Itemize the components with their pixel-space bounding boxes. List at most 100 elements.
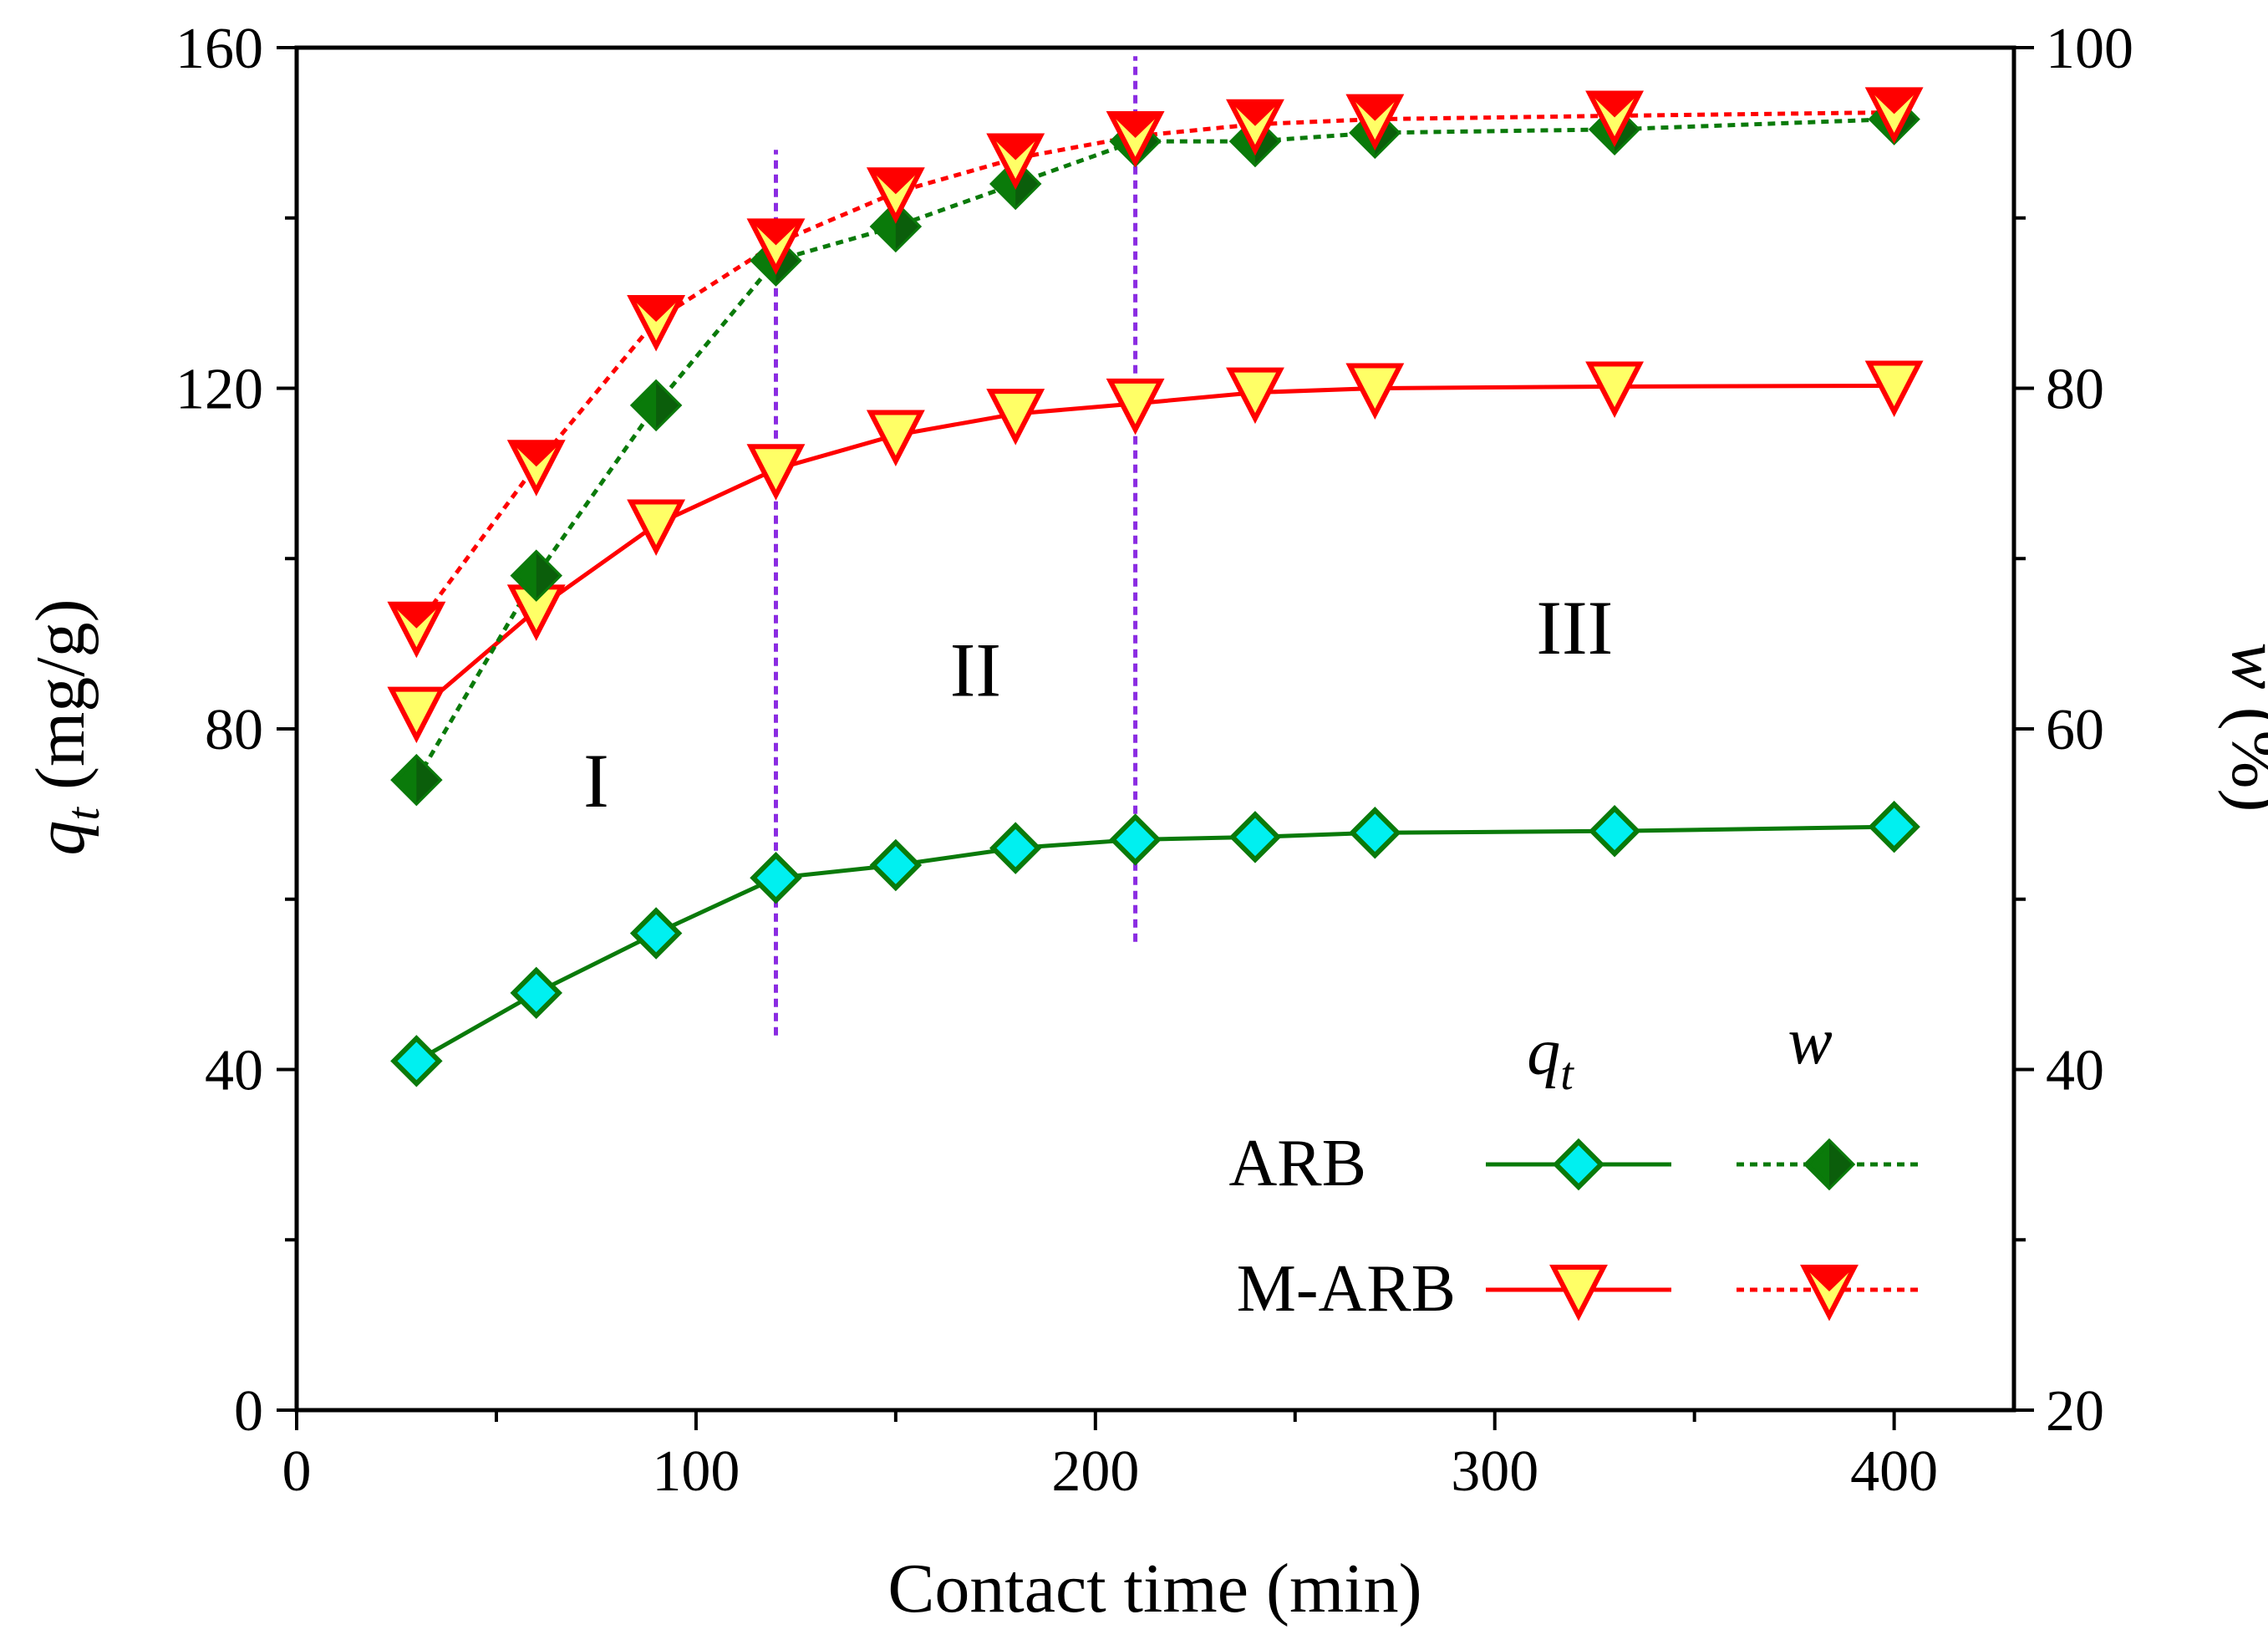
series-line-m-arb-q-t (414, 383, 1894, 714)
region-label-III: III (1536, 585, 1613, 670)
triangle-shape (1106, 378, 1165, 435)
legend-header-qt: qt (1527, 1016, 1574, 1100)
triangle-shape (387, 686, 446, 744)
data-point (506, 440, 566, 497)
y-tick-label: 0 (234, 1379, 263, 1444)
data-point (1226, 99, 1284, 156)
triangle-fill (1869, 89, 1920, 115)
data-point (1868, 800, 1920, 853)
data-point (869, 838, 923, 892)
legend-header-w: w (1787, 1005, 1832, 1078)
data-point (986, 133, 1045, 190)
data-point (866, 410, 925, 467)
triangle-shape (746, 444, 806, 501)
data-point (986, 389, 1045, 446)
triangle-shape (627, 499, 686, 557)
diamond-shape (750, 852, 802, 904)
y2-tick-label: 100 (2046, 17, 2133, 81)
x-tick-label: 300 (1451, 1439, 1538, 1504)
data-point (1864, 87, 1924, 144)
diamond-shape (1349, 807, 1401, 859)
data-point (1585, 90, 1645, 148)
legend-marker-qt (1549, 1265, 1608, 1322)
y-tick-label: 40 (205, 1039, 263, 1103)
diamond-shade (536, 553, 559, 598)
axis-ticks: 0 100 200 300 400 0 40 80 120 160 20 40 60 80 100 (175, 17, 2133, 1504)
triangle-fill (631, 298, 682, 322)
triangle-shape (1549, 1265, 1608, 1322)
x-axis-title: Contact time (min) (887, 1550, 1421, 1627)
y-tick-label: 160 (175, 17, 263, 81)
data-point (627, 499, 686, 557)
data-point (1864, 360, 1924, 417)
y2-tick-label: 40 (2046, 1039, 2104, 1103)
data-point (989, 822, 1042, 874)
y2-tick-label: 80 (2046, 358, 2104, 422)
triangle-fill (1110, 113, 1161, 138)
diamond-shape (510, 966, 562, 1020)
diamond-shade (1829, 1142, 1852, 1187)
data-point (387, 601, 446, 659)
series-markers (387, 87, 1924, 1087)
triangle-fill (750, 221, 801, 246)
diamond-shade (416, 757, 440, 803)
series-line-arb-w (414, 117, 1894, 782)
data-point (750, 852, 802, 904)
y2-tick-label: 60 (2046, 698, 2104, 762)
triangle-fill (870, 170, 921, 195)
data-point (746, 444, 806, 501)
data-point (746, 218, 806, 275)
diamond-shape (1552, 1138, 1605, 1191)
triangle-fill (1229, 101, 1280, 126)
triangle-fill (1350, 96, 1401, 121)
triangle-fill (990, 135, 1041, 160)
legend: qt w ARB M-ARB (1229, 1005, 1922, 1326)
data-point (1588, 805, 1641, 858)
data-point (1106, 378, 1165, 435)
data-point (629, 379, 683, 432)
data-point (390, 753, 443, 807)
triangle-fill (1589, 93, 1640, 118)
data-point (1345, 94, 1405, 151)
triangle-fill (511, 442, 562, 467)
legend-marker-w (1800, 1265, 1859, 1322)
legend-swatches (1486, 1138, 1922, 1322)
data-point (387, 686, 446, 744)
triangle-shape (1585, 361, 1645, 418)
legend-marker-w (1803, 1138, 1856, 1191)
diamond-shape (1228, 811, 1282, 863)
data-point (866, 167, 925, 224)
diamond-shape (390, 1035, 443, 1087)
series-line-arb-q-t (415, 824, 1894, 1063)
data-point (390, 1035, 443, 1087)
plot-frame (294, 45, 2016, 1413)
legend-label-arb: ARB (1229, 1127, 1367, 1200)
data-point (510, 549, 562, 602)
triangle-shape (1226, 367, 1284, 425)
triangle-shape (866, 410, 925, 467)
diamond-shape (989, 822, 1042, 874)
x-tick-label: 200 (1051, 1439, 1139, 1504)
legend-label-m-arb: M-ARB (1237, 1252, 1456, 1326)
diamond-shape (1588, 805, 1641, 858)
y2-axis-title: w (%) (2217, 643, 2268, 812)
diamond-shape (1868, 800, 1920, 853)
x-tick-label: 0 (282, 1439, 312, 1504)
data-point (510, 966, 562, 1020)
data-point (1226, 367, 1284, 425)
y-axis-title: qt (mg/g) (22, 598, 109, 855)
data-point (1228, 811, 1282, 863)
triangle-shape (1345, 363, 1405, 420)
series-lines (414, 110, 1894, 1063)
region-label-I: I (583, 738, 609, 823)
data-point (627, 295, 686, 352)
data-point (1585, 361, 1645, 418)
region-label-II: II (950, 628, 1001, 713)
series-line-m-arb-w (414, 110, 1894, 629)
y-tick-label: 120 (175, 358, 263, 422)
x-tick-label: 400 (1850, 1439, 1938, 1504)
y2-tick-label: 20 (2046, 1379, 2104, 1444)
diamond-shape (869, 838, 923, 892)
y-tick-label: 80 (205, 698, 263, 762)
